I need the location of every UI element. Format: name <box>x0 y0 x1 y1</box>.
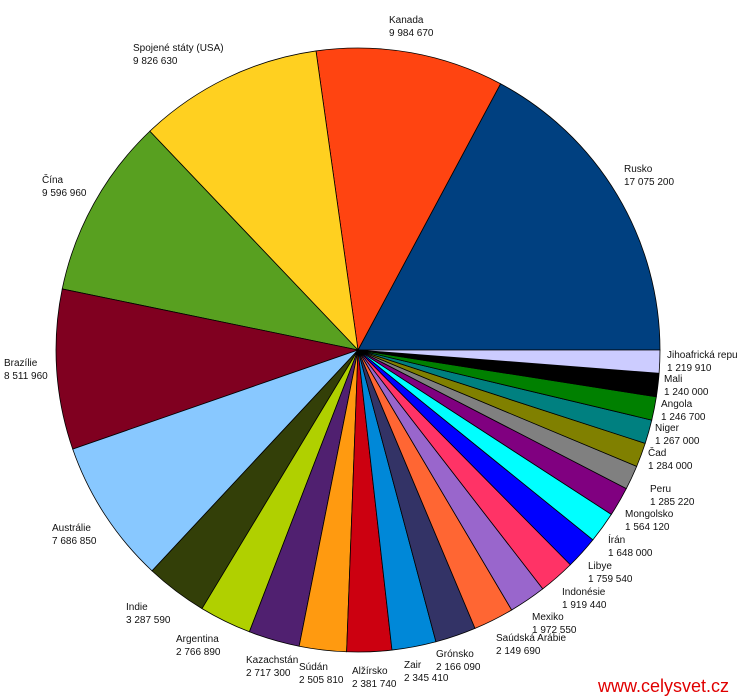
slice-label-18: Mongolsko 1 564 120 <box>625 509 674 533</box>
slice-label-2: Spojené státy (USA) 9 826 630 <box>133 43 224 67</box>
slice-label-name: Jihoafrická repu <box>667 350 738 361</box>
slice-label-name: Zair <box>404 660 422 671</box>
pie-slice-1 <box>315 47 502 352</box>
pie-slice-24 <box>357 349 661 374</box>
slice-label-value: 9 596 960 <box>42 188 87 199</box>
slice-label-name: Mongolsko <box>625 509 674 520</box>
slice-label-value: 1 246 700 <box>661 412 706 423</box>
slice-label-11: Zair 2 345 410 <box>404 660 449 684</box>
slice-label-name: Peru <box>650 484 671 495</box>
slice-label-name: Kazachstán <box>246 655 298 666</box>
slice-label-7: Argentina 2 766 890 <box>176 634 221 658</box>
slice-label-name: Indie <box>126 602 148 613</box>
slice-label-name: Saúdská Arábie <box>496 633 566 644</box>
slice-label-value: 1 219 910 <box>667 363 712 374</box>
slice-label-name: Angola <box>661 399 693 410</box>
slice-label-name: Alžírsko <box>352 666 388 677</box>
pie-slice-3 <box>61 130 360 351</box>
slice-labels: Rusko 17 075 200 Kanada 9 984 670 Spojené st… <box>4 15 738 690</box>
slice-label-value: 1 285 220 <box>650 497 695 508</box>
slice-label-4: Brazílie 8 511 960 <box>4 358 48 382</box>
slice-label-name: Indonésie <box>562 587 606 598</box>
slice-label-value: 2 381 740 <box>352 679 397 690</box>
slice-label-value: 2 149 690 <box>496 646 541 657</box>
slice-label-name: Austrálie <box>52 523 91 534</box>
slice-label-value: 1 759 540 <box>588 574 633 585</box>
slice-label-name: Spojené státy (USA) <box>133 43 224 54</box>
slice-label-6: Indie 3 287 590 <box>126 602 171 626</box>
slice-label-value: 2 766 890 <box>176 647 221 658</box>
slice-label-name: Čína <box>42 173 64 186</box>
pie-slice-2 <box>149 50 359 352</box>
pie-slice-5 <box>72 349 359 572</box>
slice-label-17: Írán 1 648 000 <box>608 533 653 559</box>
slice-label-22: Angola 1 246 700 <box>661 399 706 423</box>
slice-label-name: Írán <box>608 533 625 546</box>
slice-label-9: Súdán 2 505 810 <box>299 662 344 686</box>
pie-slice-4 <box>55 288 360 450</box>
slice-label-value: 1 240 000 <box>664 387 709 398</box>
slice-label-name: Brazílie <box>4 358 38 369</box>
slice-label-8: Kazachstán 2 717 300 <box>246 655 298 679</box>
slice-label-name: Rusko <box>624 164 653 175</box>
slice-label-name: Grónsko <box>436 649 474 660</box>
slice-label-13: Saúdská Arábie 2 149 690 <box>496 633 566 657</box>
slice-label-value: 17 075 200 <box>624 177 674 188</box>
slice-label-value: 3 287 590 <box>126 615 171 626</box>
slice-label-14: Mexiko 1 972 550 <box>532 612 577 636</box>
slice-label-value: 2 717 300 <box>246 668 291 679</box>
slice-label-name: Mali <box>664 374 682 385</box>
slice-label-value: 1 267 000 <box>655 436 700 447</box>
slice-label-16: Libye 1 759 540 <box>588 561 633 585</box>
slice-label-0: Rusko 17 075 200 <box>624 164 674 188</box>
slice-label-name: Libye <box>588 561 612 572</box>
slice-label-value: 7 686 850 <box>52 536 97 547</box>
slice-label-value: 2 505 810 <box>299 675 344 686</box>
slice-label-23: Mali 1 240 000 <box>664 374 709 398</box>
slice-label-value: 1 972 550 <box>532 625 577 636</box>
slice-label-name: Kanada <box>389 15 424 26</box>
slice-label-name: Mexiko <box>532 612 564 623</box>
pie-slices <box>55 47 661 653</box>
slice-label-name: Argentina <box>176 634 219 645</box>
slice-label-3: Čína 9 596 960 <box>42 173 87 199</box>
watermark: www.celysvet.cz <box>597 676 729 696</box>
slice-label-24: Jihoafrická repu 1 219 910 <box>667 350 738 374</box>
slice-label-name: Čad <box>648 446 666 459</box>
slice-label-20: Čad 1 284 000 <box>648 446 693 472</box>
slice-label-value: 9 826 630 <box>133 56 178 67</box>
slice-label-value: 9 984 670 <box>389 28 434 39</box>
slice-label-10: Alžírsko 2 381 740 <box>352 666 397 690</box>
slice-label-value: 1 564 120 <box>625 522 670 533</box>
slice-label-value: 1 919 440 <box>562 600 607 611</box>
slice-label-15: Indonésie 1 919 440 <box>562 587 607 611</box>
slice-label-19: Peru 1 285 220 <box>650 484 695 508</box>
slice-label-name: Súdán <box>299 662 328 673</box>
slice-label-value: 1 284 000 <box>648 461 693 472</box>
slice-label-value: 8 511 960 <box>4 371 48 382</box>
slice-label-1: Kanada 9 984 670 <box>389 15 434 39</box>
slice-label-name: Niger <box>655 423 680 434</box>
slice-label-21: Niger 1 267 000 <box>655 423 700 447</box>
slice-label-value: 2 345 410 <box>404 673 449 684</box>
slice-label-5: Austrálie 7 686 850 <box>52 523 97 547</box>
slice-label-value: 2 166 090 <box>436 662 481 673</box>
slice-label-12: Grónsko 2 166 090 <box>436 649 481 673</box>
slice-label-value: 1 648 000 <box>608 548 653 559</box>
pie-slice-0 <box>357 83 661 351</box>
